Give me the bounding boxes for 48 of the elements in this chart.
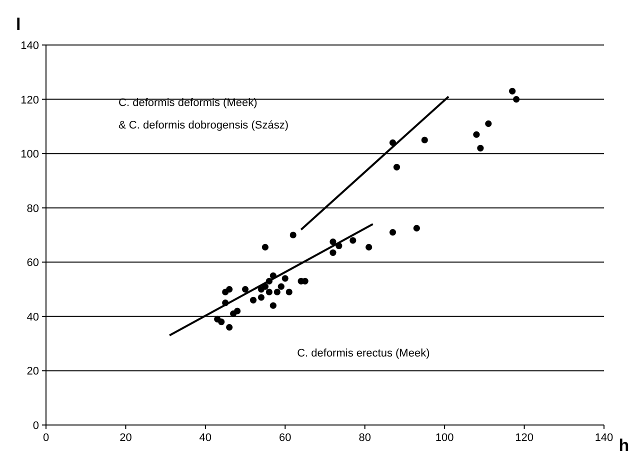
point (485, 120, 492, 128)
point (286, 288, 292, 296)
y-tick-label: 60 (26, 257, 39, 270)
y-tick-label: 120 (20, 94, 39, 106)
point (509, 88, 516, 94)
point (330, 249, 336, 256)
x-tick-label: 60 (279, 432, 292, 444)
x-tick-label: 0 (42, 432, 50, 444)
x-tick-label: 20 (120, 432, 132, 444)
point (389, 228, 396, 236)
x-tick-label: 140 (594, 432, 614, 444)
point (393, 164, 400, 170)
point (350, 237, 356, 244)
point (262, 244, 269, 251)
point (258, 294, 265, 301)
point (226, 324, 233, 331)
point (477, 144, 484, 152)
x-axis-title: h (618, 436, 630, 455)
y-tick-label: 40 (26, 311, 39, 324)
y-tick-label: 140 (20, 40, 39, 52)
x-tick-label: 40 (199, 432, 212, 444)
point (242, 286, 249, 293)
point (250, 296, 257, 304)
point (366, 244, 372, 251)
y-tick-label: 80 (26, 202, 39, 215)
point (218, 318, 225, 326)
point (282, 275, 288, 282)
point (473, 131, 480, 138)
y-axis-title: l (16, 15, 21, 34)
y-tick-label: 0 (32, 420, 39, 432)
x-tick-label: 80 (358, 432, 371, 444)
point (330, 238, 336, 246)
x-tick-label: 100 (435, 432, 454, 444)
y-tick-label: 20 (26, 366, 39, 378)
point (513, 96, 520, 103)
point (413, 224, 420, 232)
point (290, 232, 296, 238)
x-tick-label: 120 (515, 432, 534, 444)
y-tick-label: 100 (20, 148, 39, 161)
point (226, 286, 233, 293)
point (270, 302, 276, 309)
annotation: C. deformis erectus (Meek) (297, 348, 430, 360)
point (278, 283, 284, 290)
point (274, 288, 280, 296)
point (234, 308, 241, 314)
point (266, 288, 272, 296)
annotation: & C. deformis dobrogensis (Szász) (118, 120, 288, 132)
point (421, 136, 428, 144)
